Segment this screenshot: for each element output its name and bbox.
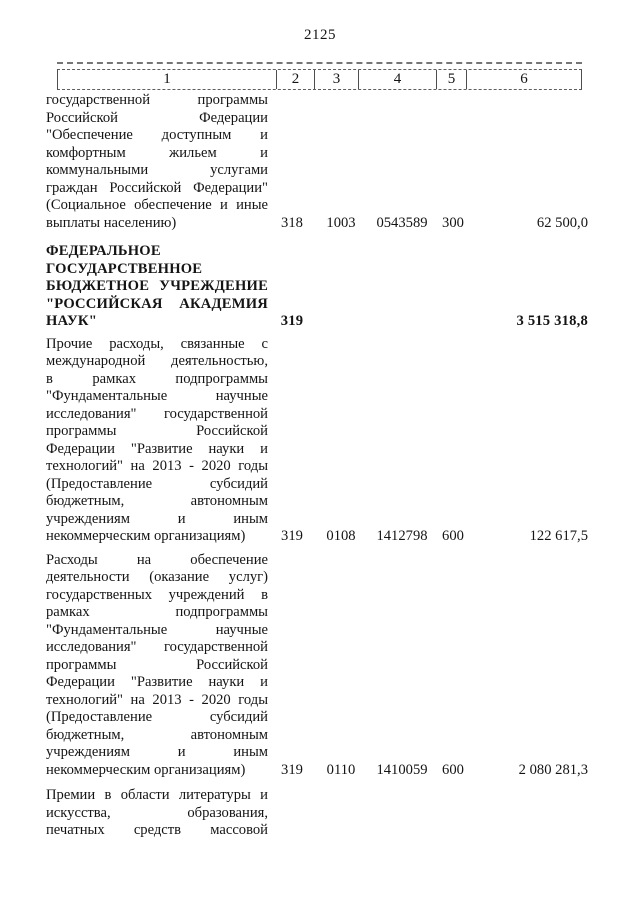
chapter-code: 318 — [281, 214, 303, 231]
header-cell-4: 4 — [358, 70, 436, 89]
table-row-organization: ФЕДЕРАЛЬНОЕ ГОСУДАРСТВЕННОЕ БЮДЖЕТНОЕ УЧРЕ… — [46, 243, 592, 331]
target-article-code: 1412798 — [376, 528, 428, 544]
amount-value: 2 080 281,3 — [518, 761, 588, 778]
table-row: Расходы на обеспечение деятельности (оказ… — [46, 552, 592, 780]
expense-type-code: 300 — [442, 214, 464, 231]
expense-type-code: 600 — [442, 761, 464, 778]
expense-type-code: 600 — [442, 528, 464, 544]
chapter-code: 319 — [280, 313, 304, 329]
target-article-code: 1410059 — [376, 761, 428, 778]
row-description: Прочие расходы, связанные с международной… — [46, 335, 268, 545]
budget-table: 1 2 3 4 5 6 государственной программы Рос… — [46, 62, 592, 840]
amount-value: 62 500,0 — [536, 214, 588, 231]
section-code: 1003 — [326, 214, 356, 231]
amount-value: 122 617,5 — [529, 528, 588, 544]
organization-name: ФЕДЕРАЛЬНОЕ ГОСУДАРСТВЕННОЕ БЮДЖЕТНОЕ УЧРЕ… — [46, 243, 268, 329]
header-top-rule — [57, 62, 582, 64]
section-code: 0108 — [326, 528, 356, 544]
header-cell-2: 2 — [276, 70, 314, 89]
table-row: Прочие расходы, связанные с международной… — [46, 336, 592, 546]
section-code: 0110 — [326, 761, 356, 778]
target-article-code: 0543589 — [376, 214, 428, 231]
row-description: Премии в области литературы и искусства, … — [46, 787, 268, 838]
chapter-code: 319 — [281, 761, 303, 778]
page-number: 2125 — [304, 27, 336, 43]
row-description: государственной программы Российской Феде… — [46, 92, 268, 231]
table-row: государственной программы Российской Феде… — [46, 92, 592, 232]
column-header-row: 1 2 3 4 5 6 — [57, 69, 582, 90]
header-cell-3: 3 — [314, 70, 358, 89]
header-cell-5: 5 — [436, 70, 466, 89]
chapter-code: 319 — [281, 528, 303, 544]
row-description: Расходы на обеспечение деятельности (оказ… — [46, 551, 268, 778]
header-cell-6: 6 — [466, 70, 581, 89]
table-row-continued: Премии в области литературы и искусства, … — [46, 787, 592, 840]
amount-value: 3 515 318,8 — [516, 313, 588, 329]
header-cell-1: 1 — [163, 71, 171, 87]
